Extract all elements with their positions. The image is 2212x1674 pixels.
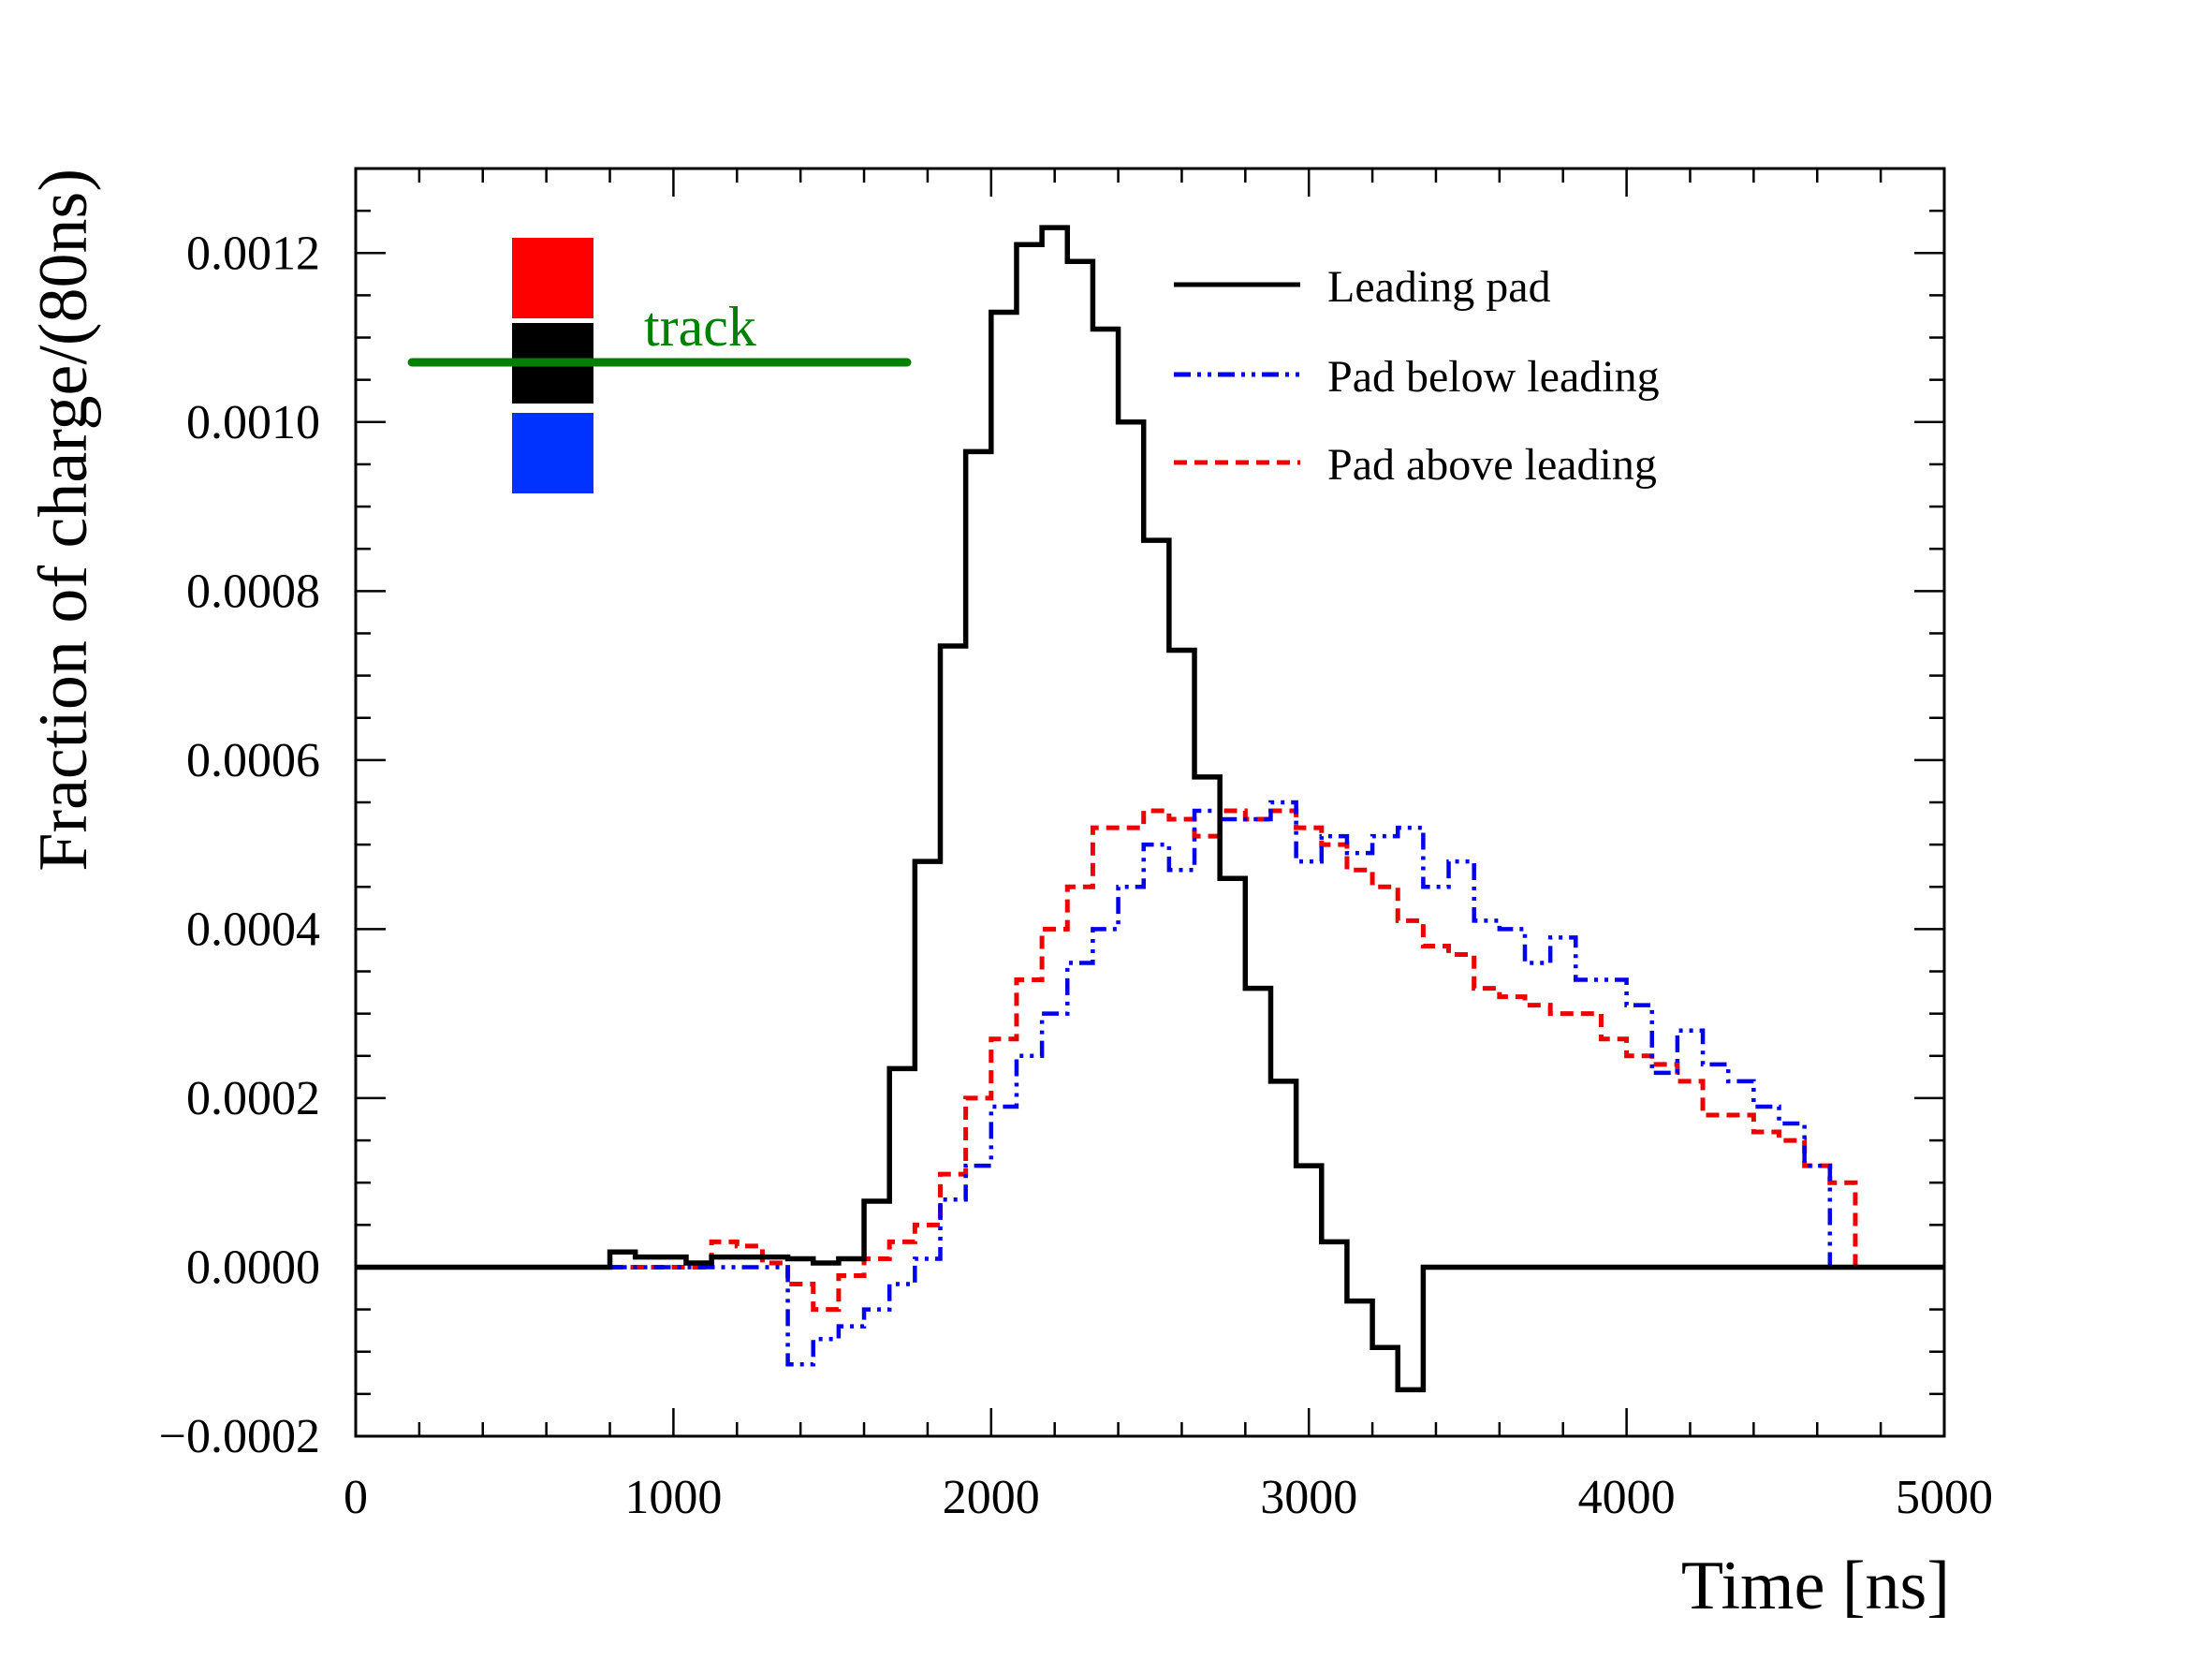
x-tick-label: 0 [344, 1471, 368, 1524]
legend: Leading pad Pad below leading Pad above … [1174, 262, 1660, 490]
y-tick-label: 0.0000 [186, 1241, 320, 1294]
track-label: track [644, 296, 756, 358]
x-tick-label: 4000 [1578, 1471, 1676, 1524]
y-tick-label: −0.0002 [159, 1410, 320, 1463]
y-tick-label: 0.0008 [186, 565, 320, 618]
y-tick-label: 0.0004 [186, 903, 320, 956]
y-tick-labels: −0.0002 0.0000 0.0002 0.0004 0.0006 0.0008 0.0… [159, 227, 320, 1463]
y-tick-label: 0.0002 [186, 1072, 320, 1125]
x-tick-label: 1000 [624, 1471, 722, 1524]
series-layer [356, 225, 1944, 1393]
y-tick-label: 0.0010 [186, 396, 320, 449]
y-axis-title: Fraction of charge/(80ns) [25, 169, 102, 872]
pad-track-annotation: track [407, 238, 912, 493]
x-tick-label: 5000 [1896, 1471, 1993, 1524]
series-pad-above-leading [609, 808, 1858, 1313]
legend-label-pad-below: Pad below leading [1327, 352, 1660, 402]
x-axis-title: Time [ns] [1681, 1548, 1950, 1624]
pad-below-square [512, 413, 593, 493]
legend-label-pad-above: Pad above leading [1327, 440, 1657, 490]
series-pad-below-leading [609, 800, 1855, 1367]
y-tick-label: 0.0012 [186, 227, 320, 280]
legend-label-leading-pad: Leading pad [1327, 262, 1551, 312]
x-tick-label: 3000 [1260, 1471, 1357, 1524]
x-tick-label: 2000 [943, 1471, 1040, 1524]
pad-above-square [512, 238, 593, 318]
series-leading-pad [356, 225, 1944, 1393]
x-tick-labels: 0 1000 2000 3000 4000 5000 [344, 1471, 1993, 1524]
y-tick-label: 0.0006 [186, 734, 320, 787]
axis-ticks [354, 167, 1946, 1438]
